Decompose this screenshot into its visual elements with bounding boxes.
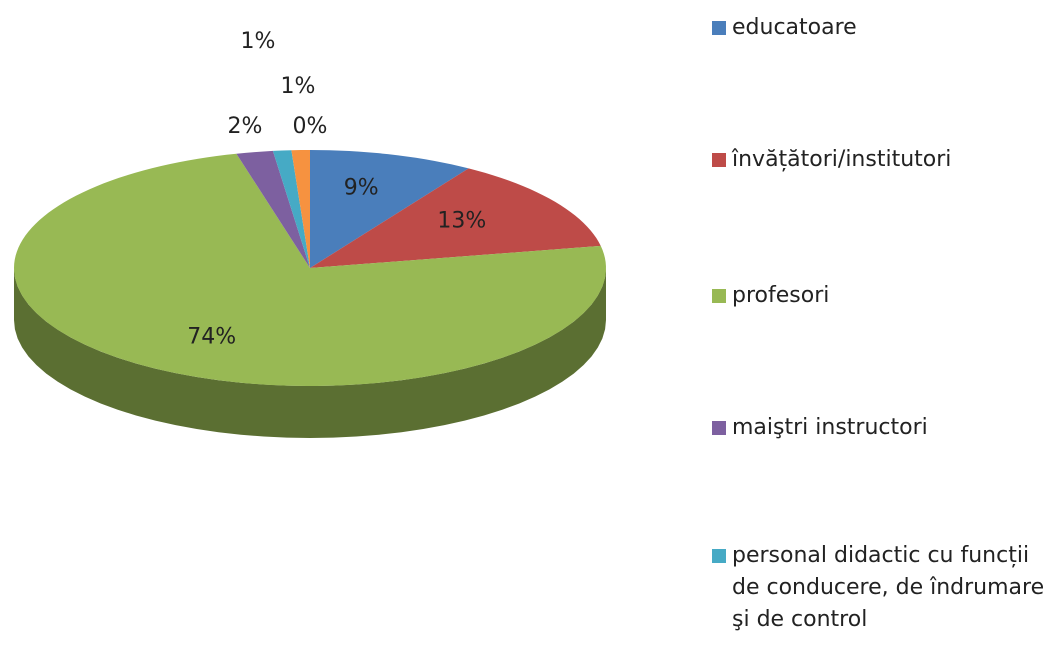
- slice: [236, 150, 310, 268]
- legend-item: profesori: [712, 280, 1057, 312]
- legend-swatch: [712, 421, 726, 435]
- data-label: 2%: [228, 114, 263, 139]
- legend-item: învățători/institutori: [712, 144, 1057, 176]
- legend-swatch: [712, 153, 726, 167]
- slice: [310, 150, 469, 268]
- legend-swatch: [712, 21, 726, 35]
- data-label: 1%: [241, 29, 276, 54]
- legend-item: maiştri instructori: [712, 412, 1057, 444]
- legend-label: profesori: [732, 283, 830, 308]
- data-label: 9%: [344, 176, 379, 201]
- slice: [291, 150, 310, 268]
- slice: [14, 153, 606, 386]
- slice: [272, 150, 310, 268]
- pie-area: 9% 13% 74% 2% 1%1% 0%: [14, 29, 606, 438]
- legend-label: învățători/institutori: [732, 147, 952, 172]
- legend-label: personal didactic cu funcții de conducer…: [732, 543, 1045, 632]
- slice: [310, 168, 601, 268]
- data-label: 13%: [437, 209, 486, 234]
- data-label: 0%: [293, 114, 328, 139]
- data-label: 74%: [187, 325, 236, 350]
- legend-label: educatoare: [732, 15, 857, 40]
- legend-swatch: [712, 289, 726, 303]
- slice-side: [14, 268, 606, 438]
- legend-swatch: [712, 549, 726, 563]
- legend-item: personal didactic cu funcții de conducer…: [712, 540, 1057, 636]
- legend-item: educatoare: [712, 12, 1057, 44]
- data-label: 1%: [281, 74, 316, 99]
- legend-label: maiştri instructori: [732, 415, 928, 440]
